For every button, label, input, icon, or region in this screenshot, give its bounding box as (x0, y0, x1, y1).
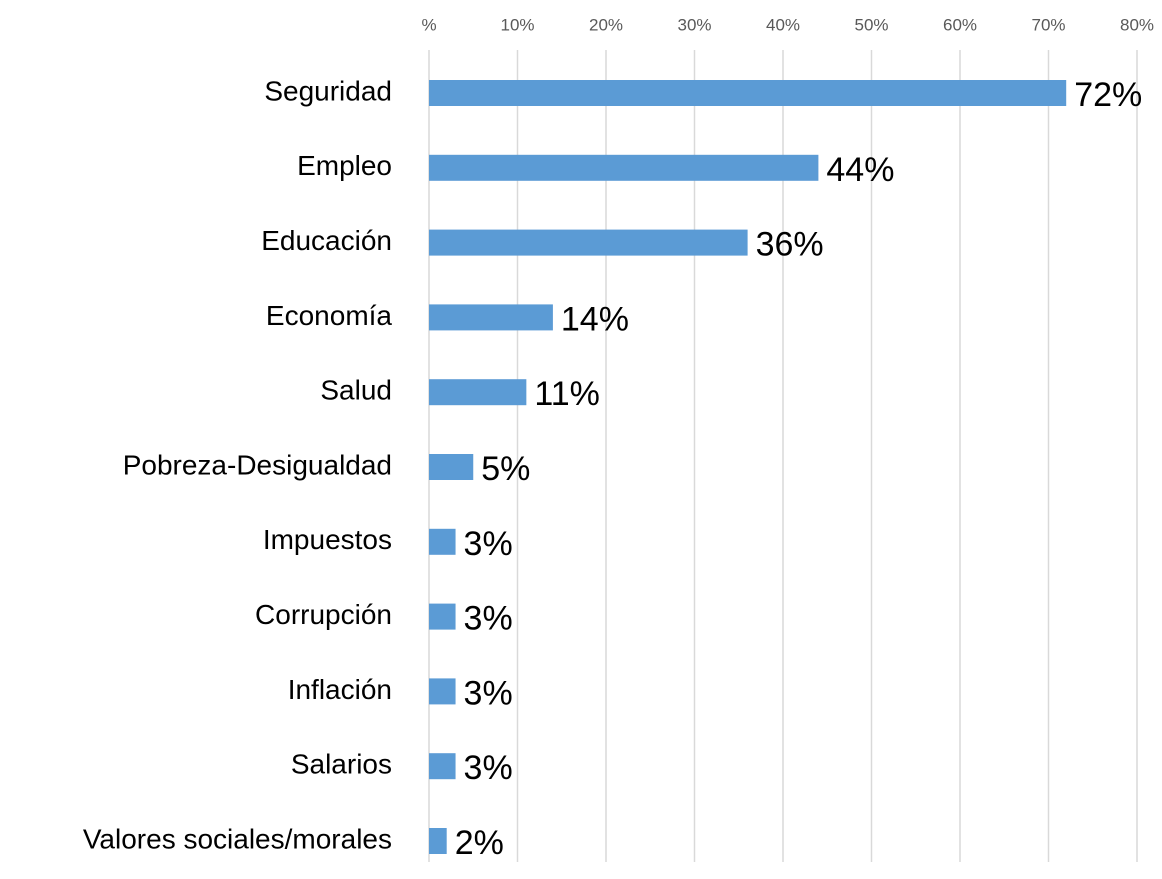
y-tick-label: Salud (320, 375, 392, 406)
y-tick-label: Valores sociales/morales (83, 823, 392, 854)
value-label: 3% (464, 525, 513, 563)
x-tick-label: 30% (677, 15, 711, 34)
x-tick-label: 20% (589, 15, 623, 34)
bar (429, 80, 1067, 106)
x-tick-label: 80% (1120, 15, 1154, 34)
bar (429, 603, 456, 630)
y-tick-label: Educación (261, 225, 392, 256)
y-tick-label: Impuestos (263, 524, 392, 555)
y-tick-label: Inflación (288, 674, 392, 705)
bar (429, 304, 553, 331)
bar (429, 678, 456, 705)
y-tick-label: Pobreza-Desigualdad (123, 449, 392, 480)
y-tick-label: Corrupción (255, 599, 392, 630)
bar (429, 454, 474, 480)
x-tick-label: 60% (943, 15, 977, 34)
x-tick-label: 70% (1031, 15, 1065, 34)
x-tick-label: 10% (500, 15, 534, 34)
value-label: 3% (464, 674, 513, 712)
x-tick-label: 50% (854, 15, 888, 34)
value-label: 3% (464, 600, 513, 638)
value-label: 3% (464, 749, 513, 787)
y-tick-label: Salarios (291, 749, 392, 780)
bar (429, 828, 447, 854)
bar (429, 753, 456, 780)
value-label: 2% (455, 824, 504, 862)
value-label: 44% (826, 151, 894, 189)
bar (429, 379, 527, 406)
y-tick-label: Seguridad (264, 75, 392, 106)
value-label: 5% (481, 450, 530, 488)
x-tick-label: % (421, 15, 436, 34)
y-tick-label: Economía (266, 300, 392, 331)
value-label: 11% (534, 375, 600, 413)
value-label: 14% (561, 300, 629, 338)
value-label: 72% (1074, 76, 1142, 114)
bar (429, 528, 456, 555)
x-tick-label: 40% (766, 15, 800, 34)
value-label: 36% (756, 226, 824, 264)
bar (429, 229, 748, 256)
bar (429, 154, 819, 181)
y-tick-label: Empleo (297, 150, 392, 181)
